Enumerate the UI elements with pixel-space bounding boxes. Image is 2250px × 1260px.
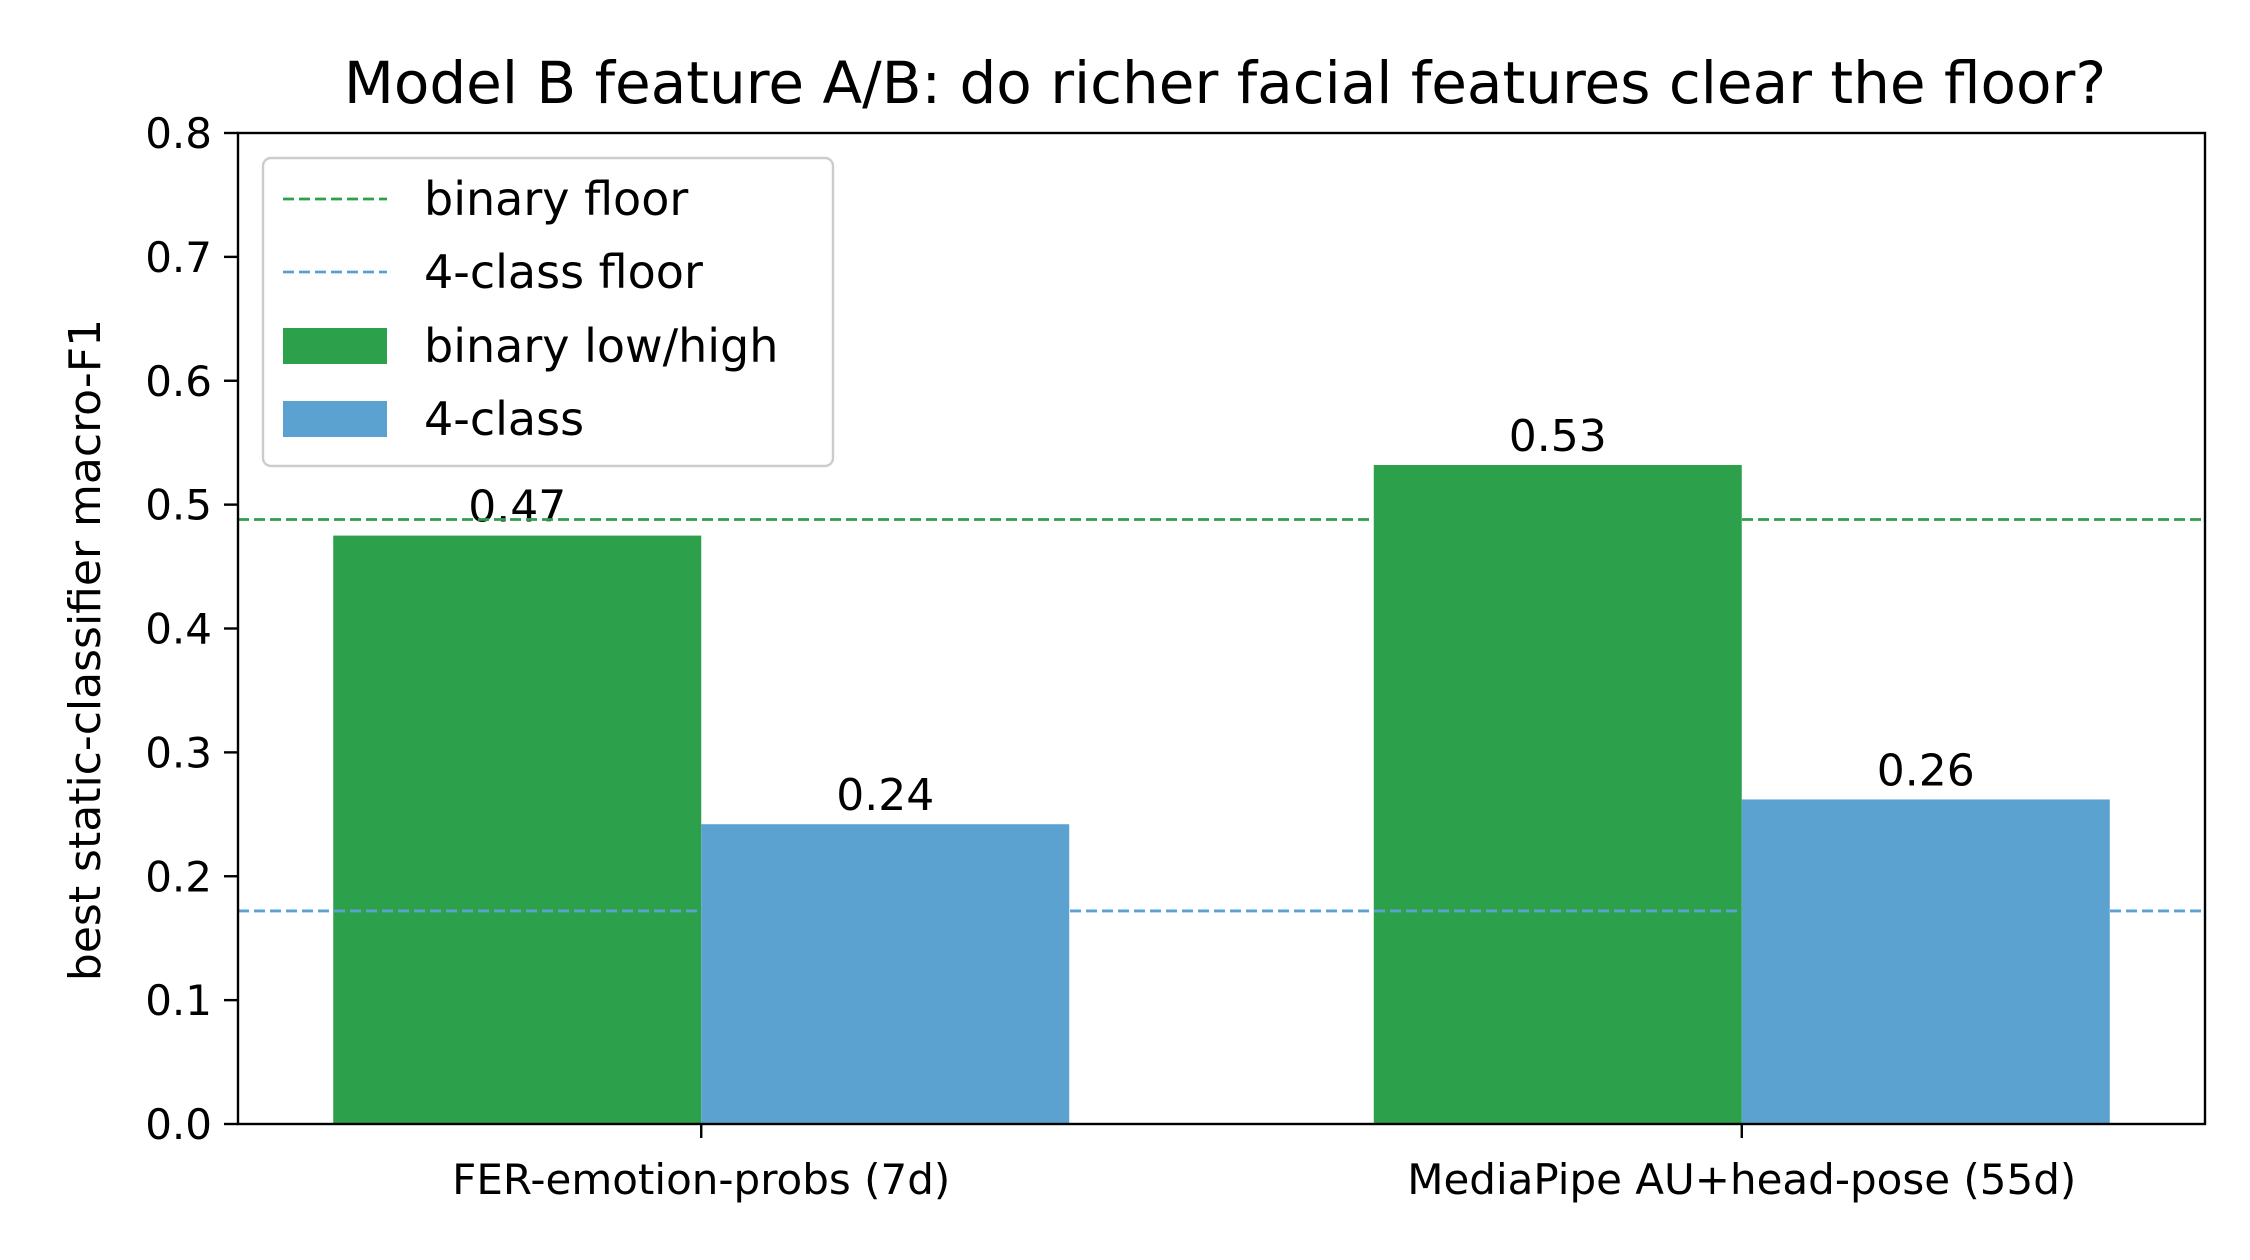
bar-value-label: 0.24 <box>836 770 934 821</box>
legend-patch-swatch <box>283 401 387 437</box>
bar-value-label: 0.53 <box>1509 411 1607 462</box>
bar-value-label: 0.26 <box>1877 745 1975 796</box>
legend-box <box>261 156 835 468</box>
chart-title: Model B feature A/B: do richer facial fe… <box>344 49 2106 117</box>
legend-entry-label: 4-class floor <box>424 245 703 299</box>
y-tick-label: 0.6 <box>145 357 212 406</box>
y-tick-label: 0.0 <box>145 1100 212 1149</box>
y-tick-label: 0.2 <box>145 852 212 901</box>
bar-binary-1 <box>1373 464 1742 1124</box>
bar-4class-1 <box>1741 799 2110 1124</box>
legend-entry-label: 4-class <box>424 392 584 446</box>
x-tick-label: FER-emotion-probs (7d) <box>452 1155 950 1204</box>
bar-4class-0 <box>701 824 1070 1124</box>
plot-area: 0.47 0.53 0.24 0.26 0.0 0.1 0.2 0.3 0.4 0.5 0.6 0.7… <box>145 109 2207 1204</box>
y-tick-label: 0.4 <box>145 605 212 654</box>
bar-binary-0 <box>333 535 702 1124</box>
bar-value-label: 0.47 <box>468 482 566 533</box>
legend-patch-swatch <box>283 328 387 364</box>
y-tick-label: 0.3 <box>145 728 212 777</box>
legend-entry-label: binary floor <box>424 172 688 226</box>
y-tick-label: 0.8 <box>145 109 212 158</box>
legend-entry-label: binary low/high <box>424 319 778 373</box>
x-tick-label: MediaPipe AU+head-pose (55d) <box>1407 1155 2076 1204</box>
y-tick-label: 0.5 <box>145 481 212 530</box>
y-axis-label: best static-classifier macro-F1 <box>60 319 111 981</box>
y-tick-label: 0.7 <box>145 233 212 282</box>
y-tick-label: 0.1 <box>145 976 212 1025</box>
